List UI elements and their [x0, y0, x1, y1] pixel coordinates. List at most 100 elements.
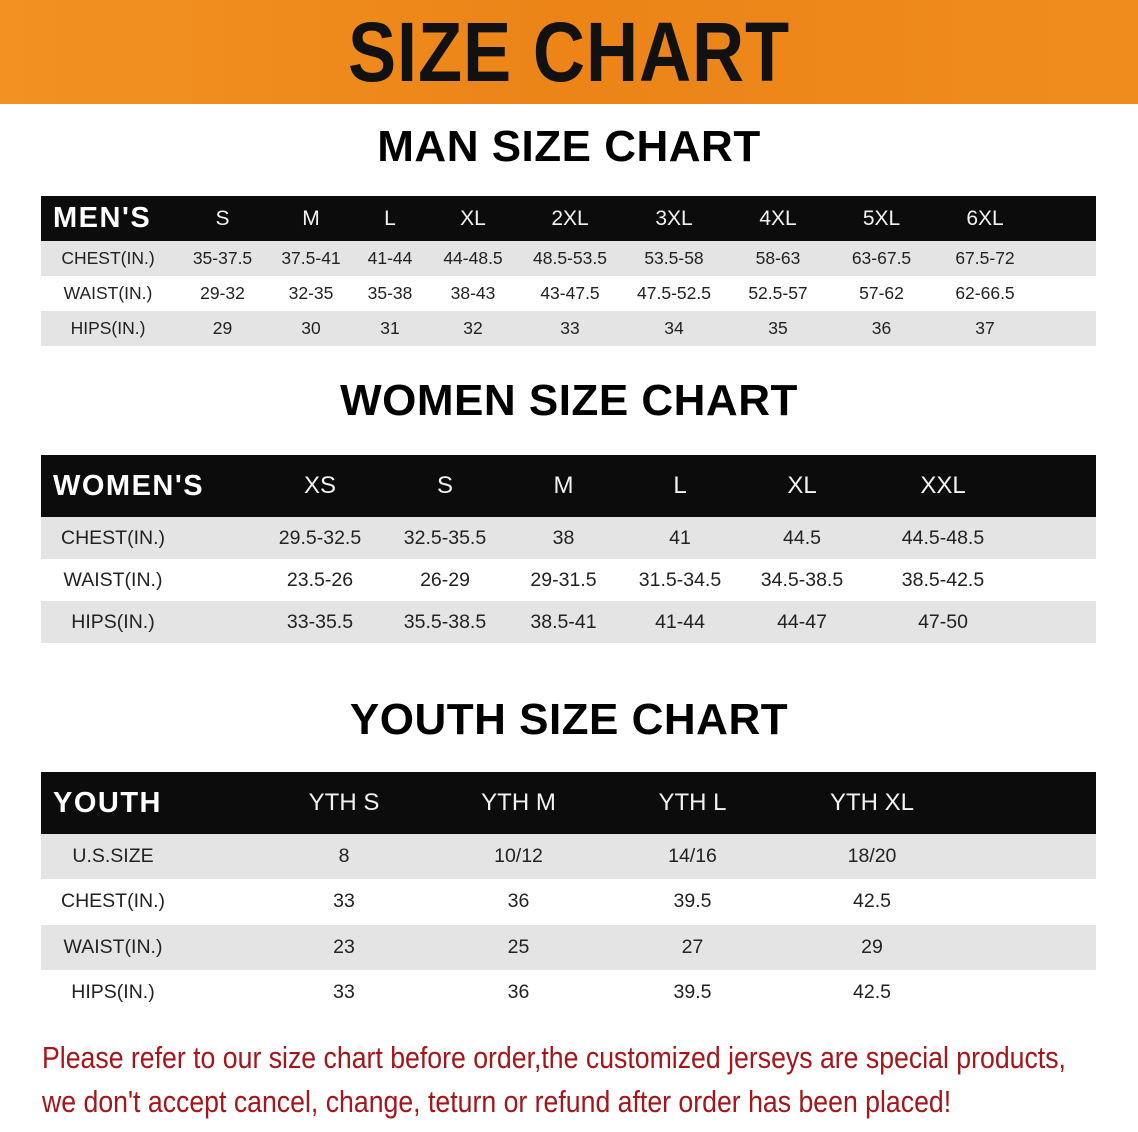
size-cell: 31.5-34.5	[638, 568, 722, 591]
size-cell: 33	[560, 318, 580, 338]
header-row: WOMEN'S XS S M L XL XXL	[41, 455, 1096, 517]
banner-title: SIZE CHART	[347, 5, 791, 99]
size-cell: 35-38	[367, 283, 413, 303]
size-cell: 53.5-58	[644, 248, 704, 268]
banner: SIZE CHART	[0, 0, 1138, 104]
youth-size-table: YOUTH YTH S YTH M YTH L YTH XL U.S.SIZE 8 10/12…	[41, 772, 1096, 1015]
notice-line-1: Please refer to our size chart before or…	[42, 1040, 1066, 1075]
size-cell: 36	[507, 980, 530, 1003]
size-cell: 14/16	[668, 845, 717, 868]
size-cell: 37	[975, 318, 995, 338]
size-cell: 62-66.5	[955, 283, 1015, 303]
size-cell: 32	[463, 318, 483, 338]
size-cell: 10/12	[494, 845, 543, 868]
row-label: CHEST(IN.)	[61, 890, 165, 913]
size-cell: 34	[664, 318, 684, 338]
size-cell: 47.5-52.5	[637, 283, 711, 303]
size-cell: 30	[301, 318, 321, 338]
size-cell: 29	[212, 318, 233, 338]
size-cell: 44-47	[777, 610, 827, 633]
size-cell: XL	[787, 472, 817, 499]
size-cell: 3XL	[655, 206, 693, 230]
size-cell: 41	[669, 526, 691, 549]
row-label: CHEST(IN.)	[61, 526, 165, 549]
youth-section-title: YOUTH SIZE CHART	[349, 695, 789, 744]
size-cell: 33-35.5	[286, 610, 354, 633]
size-cell: 31	[380, 318, 400, 338]
size-cell: 23	[333, 935, 355, 958]
size-cell: 39.5	[673, 890, 712, 913]
size-cell: M	[302, 206, 320, 230]
row-label: WAIST(IN.)	[63, 935, 163, 958]
table-row: HIPS(IN.) 29 30 31 32 33 34 35 36 37	[41, 311, 1096, 346]
size-cell: 41-44	[655, 610, 705, 633]
size-cell: 4XL	[759, 206, 797, 230]
row-label: HIPS(IN.)	[71, 980, 155, 1003]
size-cell: 39.5	[673, 980, 712, 1003]
row-label: HIPS(IN.)	[70, 318, 146, 338]
row-label: CHEST(IN.)	[61, 248, 155, 268]
size-cell: 44.5-48.5	[901, 526, 985, 549]
size-cell: 29-31.5	[530, 568, 597, 591]
size-cell: 35	[768, 318, 788, 338]
size-cell: XXL	[920, 472, 966, 499]
size-cell: 43-47.5	[540, 283, 600, 303]
row-label: WAIST(IN.)	[63, 283, 153, 303]
size-cell: 38.5-41	[530, 610, 597, 633]
size-cell: YTH L	[658, 789, 727, 816]
row-label: HIPS(IN.)	[71, 610, 155, 633]
notice-line-2: we don't accept cancel, change, teturn o…	[42, 1084, 952, 1119]
size-cell: 67.5-72	[955, 248, 1015, 268]
size-cell: 32-35	[288, 283, 334, 303]
size-cell: 41-44	[367, 248, 413, 268]
size-cell: 29.5-32.5	[278, 526, 362, 549]
row-label: U.S.SIZE	[72, 845, 154, 868]
size-cell: 2XL	[551, 206, 589, 230]
table-row: U.S.SIZE 8 10/12 14/16 18/20	[41, 834, 1096, 880]
size-cell: M	[553, 472, 574, 499]
size-cell: 23.5-26	[286, 568, 354, 591]
size-cell: 44-48.5	[443, 248, 503, 268]
size-cell: 25	[507, 935, 530, 958]
size-cell: 47-50	[918, 610, 968, 633]
size-cell: 57-62	[859, 283, 904, 303]
size-cell: L	[673, 472, 687, 499]
size-cell: 29-32	[200, 283, 245, 303]
size-cell: 5XL	[862, 206, 901, 230]
table-row: WAIST(IN.) 29-32 32-35 35-38 38-43 43-47.5 47.…	[41, 276, 1096, 311]
size-cell: 33	[333, 890, 355, 913]
size-cell: S	[215, 206, 230, 230]
women-section-title: WOMEN SIZE CHART	[340, 376, 798, 425]
table-row: CHEST(IN.) 33 36 39.5 42.5	[41, 879, 1096, 925]
size-cell: YTH M	[481, 789, 556, 816]
size-cell: 32.5-35.5	[403, 526, 487, 549]
size-cell: XS	[303, 472, 336, 499]
women-size-table: WOMEN'S XS S M L XL XXL CHEST(IN.) 29.5-32.5 32.5…	[41, 455, 1096, 643]
table-row: WAIST(IN.) 23 25 27 29	[41, 924, 1096, 970]
size-cell: S	[436, 472, 453, 499]
size-cell: YTH XL	[829, 789, 915, 816]
size-cell: 48.5-53.5	[533, 248, 607, 268]
size-cell: 27	[681, 935, 704, 958]
size-cell: 18/20	[847, 845, 897, 868]
header-row: YOUTH YTH S YTH M YTH L YTH XL	[41, 772, 1096, 834]
row-label: WOMEN'S	[53, 469, 205, 502]
table-row: HIPS(IN.) 33-35.5 35.5-38.5 38.5-41 41-44 44-…	[41, 601, 1096, 643]
size-cell: L	[384, 206, 396, 230]
men-size-table: MEN'S S M L XL 2XL 3XL 4XL 5XL 6XL CHEST(IN.) 35-37…	[41, 196, 1096, 346]
size-cell: 29	[861, 935, 883, 958]
size-cell: 35-37.5	[192, 248, 253, 268]
size-cell: 63-67.5	[851, 248, 912, 268]
size-cell: 44.5	[783, 526, 821, 549]
size-cell: 34.5-38.5	[760, 568, 844, 591]
size-cell: 26-29	[420, 568, 470, 591]
table-row: WAIST(IN.) 23.5-26 26-29 29-31.5 31.5-34.5 34…	[41, 559, 1096, 601]
table-row: HIPS(IN.) 33 36 39.5 42.5	[41, 969, 1096, 1015]
table-row: CHEST(IN.) 35-37.5 37.5-41 41-44 44-48.5 48.5…	[41, 241, 1096, 276]
size-cell: 58-63	[755, 248, 801, 268]
row-label: YOUTH	[53, 786, 162, 819]
size-cell: 42.5	[853, 980, 891, 1003]
size-cell: 42.5	[853, 890, 891, 913]
table-row: CHEST(IN.) 29.5-32.5 32.5-35.5 38 41 44.5 44.5…	[41, 517, 1096, 559]
size-cell: 38.5-42.5	[901, 568, 985, 591]
